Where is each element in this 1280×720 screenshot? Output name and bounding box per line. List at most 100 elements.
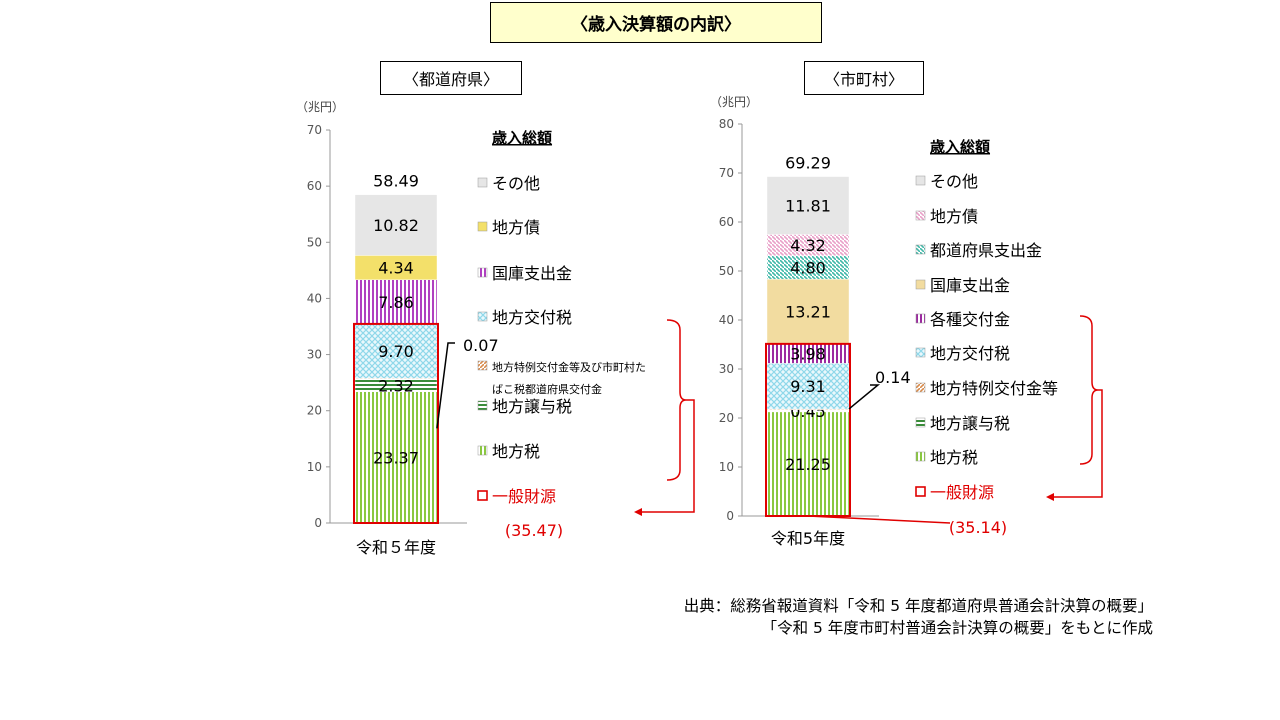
legend-label: 地方税 xyxy=(930,448,978,467)
data-label: 10.82 xyxy=(373,216,419,235)
bar-segment xyxy=(766,411,850,517)
data-label: 9.31 xyxy=(790,377,826,396)
legend-label: 地方交付税 xyxy=(930,344,1010,363)
legend-label: 各種交付金 xyxy=(930,310,1010,329)
legend-label: 地方特例交付金等及び市町村た xyxy=(492,360,646,374)
y-tick-label: 0 xyxy=(314,516,322,530)
data-label: 23.37 xyxy=(373,448,419,467)
legend-swatch xyxy=(915,279,926,290)
legend-swatch xyxy=(915,417,926,428)
legend-swatch xyxy=(915,313,926,324)
y-tick-label: 60 xyxy=(307,179,322,193)
bar-segment xyxy=(354,323,438,379)
data-label: 7.86 xyxy=(378,293,414,312)
legend-swatch xyxy=(477,267,488,278)
arrow-head xyxy=(1046,493,1054,501)
legend-label: 国庫支出金 xyxy=(930,276,1010,295)
legend-swatch xyxy=(477,445,488,456)
x-category-label: 令和5年度 xyxy=(771,529,845,548)
general-revenue-value: (35.14) xyxy=(949,518,1007,537)
bar-segment xyxy=(766,176,850,235)
y-tick-label: 10 xyxy=(719,460,734,474)
bracket xyxy=(1079,315,1099,465)
legend-general-label: 一般財源 xyxy=(492,487,556,506)
legend-title: 歳入総額 xyxy=(930,138,990,156)
source-line-2: 「令和 5 年度市町村普通会計決算の概要」をもとに作成 xyxy=(761,619,1153,637)
y-tick-label: 50 xyxy=(719,264,734,278)
data-label: 21.25 xyxy=(785,455,831,474)
arrow-line xyxy=(640,399,695,513)
y-tick-label: 30 xyxy=(307,348,322,362)
general-revenue-pointer xyxy=(807,515,951,524)
legend-swatch-general xyxy=(477,490,488,501)
legend-label: 地方譲与税 xyxy=(930,414,1010,433)
chart-title: 〈歳入決算額の内訳〉 xyxy=(490,2,822,43)
data-label: 3.98 xyxy=(790,345,826,364)
y-tick-label: 80 xyxy=(719,117,734,131)
y-tick-label: 60 xyxy=(719,215,734,229)
legend-swatch xyxy=(915,175,926,186)
callout-line xyxy=(848,384,881,410)
bar-segment xyxy=(354,194,438,256)
legend-title: 歳入総額 xyxy=(492,129,552,147)
legend-swatch xyxy=(915,382,926,393)
y-tick-label: 10 xyxy=(307,460,322,474)
legend-label: その他 xyxy=(492,174,540,193)
legend-label: 地方交付税 xyxy=(492,308,572,327)
y-tick-label: 70 xyxy=(719,166,734,180)
legend-swatch xyxy=(477,311,488,322)
source-line-1: 出典：総務省報道資料「令和 5 年度都道府県普通会計決算の概要」 xyxy=(683,597,1153,615)
total-label: 58.49 xyxy=(373,172,419,191)
legend-label: 都道府県支出金 xyxy=(930,241,1042,260)
y-tick-label: 20 xyxy=(307,404,322,418)
legend-swatch xyxy=(477,360,488,371)
x-category-label: 令和５年度 xyxy=(356,538,436,557)
general-revenue-value: (35.47) xyxy=(505,521,563,540)
unit-label: （兆円） xyxy=(296,100,344,114)
legend-swatch xyxy=(477,177,488,188)
legend-label: 地方税 xyxy=(492,442,540,461)
total-label: 69.29 xyxy=(785,154,831,173)
legend-general-label: 一般財源 xyxy=(930,483,994,502)
bar-segment xyxy=(354,279,438,325)
panel-label-prefectures: 〈都道府県〉 xyxy=(380,61,522,95)
data-label: 13.21 xyxy=(785,302,831,321)
legend-swatch xyxy=(915,347,926,358)
data-label: 4.34 xyxy=(378,259,414,278)
legend-label: その他 xyxy=(930,172,978,191)
bar-segment xyxy=(766,278,850,345)
y-tick-label: 40 xyxy=(719,313,734,327)
legend-label: 地方債 xyxy=(492,218,540,237)
data-label: 4.80 xyxy=(790,258,826,277)
legend-label: 地方譲与税 xyxy=(492,397,572,416)
bracket xyxy=(666,319,687,481)
panel-label-municipalities: 〈市町村〉 xyxy=(804,61,924,95)
legend-label: ばこ税都道府県交付金 xyxy=(492,382,602,396)
y-tick-label: 30 xyxy=(719,362,734,376)
legend-swatch xyxy=(915,210,926,221)
callout-value: 0.07 xyxy=(463,336,499,355)
data-label: 9.70 xyxy=(378,342,414,361)
legend-swatch xyxy=(477,400,488,411)
legend-swatch xyxy=(915,451,926,462)
legend-label: 地方債 xyxy=(930,207,978,226)
arrow-head xyxy=(634,508,642,516)
callout-value: 0.14 xyxy=(875,368,911,387)
bar-segment xyxy=(766,363,850,410)
legend-label: 国庫支出金 xyxy=(492,264,572,283)
legend-swatch xyxy=(915,244,926,255)
arrow-line xyxy=(1052,389,1103,498)
y-tick-label: 70 xyxy=(307,123,322,137)
data-label: 4.32 xyxy=(790,236,826,255)
unit-label: （兆円） xyxy=(710,95,758,109)
legend-label: 地方特例交付金等 xyxy=(930,379,1058,398)
data-label: 2.32 xyxy=(378,376,414,395)
y-tick-label: 50 xyxy=(307,235,322,249)
y-tick-label: 0 xyxy=(726,509,734,523)
legend-swatch-general xyxy=(915,486,926,497)
data-label: 11.81 xyxy=(785,197,831,216)
legend-swatch xyxy=(477,221,488,232)
y-tick-label: 20 xyxy=(719,411,734,425)
bar-segment xyxy=(354,255,438,280)
